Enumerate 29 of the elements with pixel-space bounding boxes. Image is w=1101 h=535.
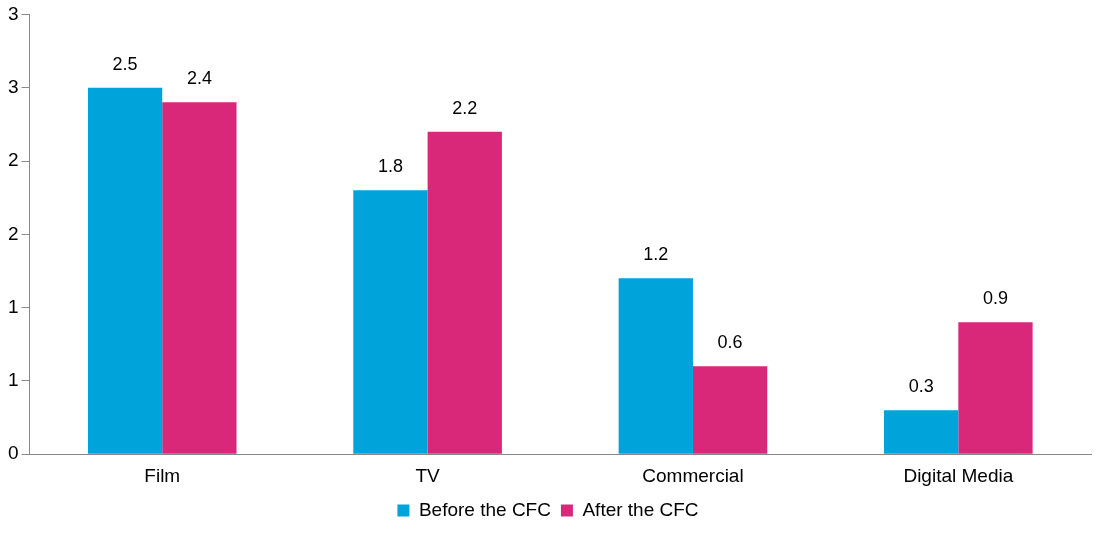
legend-label: After the CFC <box>582 498 699 520</box>
x-tick-label: Commercial <box>642 464 744 486</box>
legend-label: Before the CFC <box>418 498 551 520</box>
bar <box>87 87 163 454</box>
y-tick-label: 3 <box>7 2 19 24</box>
y-tick-label: 2 <box>7 222 19 244</box>
data-label: 2.4 <box>186 68 212 89</box>
bar <box>162 102 237 454</box>
x-tick-label: Film <box>144 464 181 486</box>
x-tick-label: Digital Media <box>903 464 1014 486</box>
bar <box>692 366 768 454</box>
bar <box>618 278 693 454</box>
bar <box>427 131 502 454</box>
bar <box>958 322 1033 454</box>
y-tick-label: 1 <box>7 295 19 317</box>
y-tick-label: 2 <box>7 149 19 171</box>
data-label: 1.8 <box>377 156 403 177</box>
x-tick-label: TV <box>415 464 441 486</box>
data-label: 2.2 <box>452 97 478 118</box>
y-tick-label: 1 <box>7 369 19 391</box>
data-label: 2.5 <box>112 53 138 74</box>
data-label: 0.6 <box>717 332 743 353</box>
bar <box>884 410 959 454</box>
bar <box>353 190 428 454</box>
data-label: 0.3 <box>908 376 934 397</box>
y-tick-label: 0 <box>7 442 19 464</box>
y-tick-label: 3 <box>7 75 19 97</box>
data-label: 1.2 <box>643 244 669 265</box>
data-label: 0.9 <box>982 288 1008 309</box>
